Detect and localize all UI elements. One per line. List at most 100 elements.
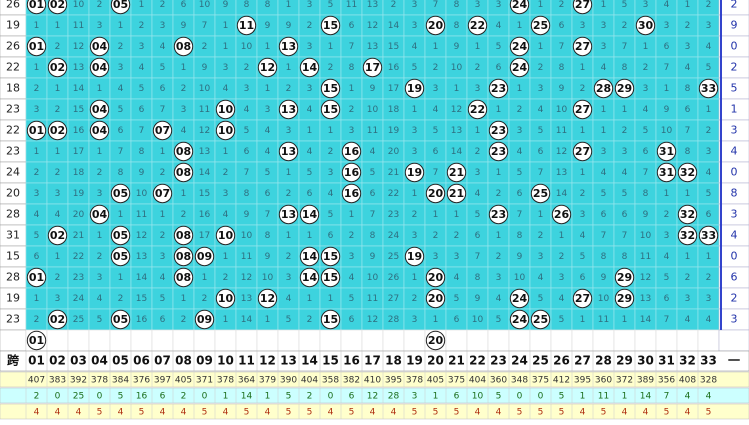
miss-count: 7 bbox=[265, 210, 271, 220]
ball bbox=[47, 0, 68, 15]
stat-value: 405 bbox=[175, 376, 192, 386]
ball bbox=[509, 288, 530, 309]
miss-count: 11 bbox=[640, 252, 651, 262]
miss-count: 3 bbox=[307, 0, 313, 10]
miss-count: 8 bbox=[244, 189, 250, 199]
stat-value: 12 bbox=[367, 392, 378, 402]
miss-count: 9 bbox=[559, 84, 565, 94]
stat-value: 360 bbox=[490, 376, 507, 386]
stat-value: 14 bbox=[241, 392, 253, 402]
miss-count: 15 bbox=[73, 105, 84, 115]
header-number: 30 bbox=[637, 354, 654, 368]
miss-count: 2 bbox=[118, 294, 124, 304]
stat-value: 4 bbox=[685, 392, 691, 402]
ball-number: 14 bbox=[302, 61, 318, 74]
ball bbox=[446, 162, 467, 183]
miss-count: 4 bbox=[307, 147, 313, 157]
miss-count: 1 bbox=[265, 42, 271, 52]
miss-count: 1 bbox=[454, 210, 460, 220]
miss-count: 2 bbox=[559, 0, 565, 10]
ball bbox=[215, 288, 236, 309]
miss-count: 5 bbox=[706, 63, 712, 73]
miss-count: 13 bbox=[241, 294, 252, 304]
row-label-cell bbox=[0, 329, 27, 352]
miss-count: 3 bbox=[664, 21, 670, 31]
miss-count: 15 bbox=[388, 42, 399, 52]
ball bbox=[320, 15, 341, 36]
stat-value: 28 bbox=[388, 392, 400, 402]
miss-count: 20 bbox=[73, 210, 85, 220]
ball-number: 27 bbox=[575, 145, 590, 158]
miss-count: 7 bbox=[433, 0, 439, 10]
header-number: 27 bbox=[574, 354, 591, 368]
miss-count: 2 bbox=[622, 21, 628, 31]
miss-count: 1 bbox=[307, 231, 313, 241]
miss-count: 2 bbox=[685, 21, 691, 31]
miss-count: 6 bbox=[370, 189, 376, 199]
miss-count: 1 bbox=[454, 84, 460, 94]
stat-value: 389 bbox=[637, 376, 654, 386]
ball-number: 07 bbox=[155, 124, 170, 137]
ball bbox=[593, 78, 614, 99]
miss-count: 5 bbox=[433, 126, 439, 136]
ball-number: 10 bbox=[218, 292, 234, 305]
miss-count: 4 bbox=[496, 294, 502, 304]
stat-value: 1 bbox=[622, 392, 628, 402]
miss-count: 4 bbox=[412, 42, 418, 52]
ball bbox=[425, 288, 446, 309]
stat-value: 5 bbox=[601, 408, 607, 418]
miss-count: 1 bbox=[97, 147, 103, 157]
miss-count: 2 bbox=[412, 210, 418, 220]
miss-count: 11 bbox=[367, 294, 378, 304]
stat-value: 0 bbox=[55, 392, 61, 402]
ball-number: 13 bbox=[281, 208, 296, 221]
stat-value: 5 bbox=[538, 408, 544, 418]
miss-count: 6 bbox=[160, 315, 166, 325]
miss-count: 12 bbox=[136, 231, 147, 241]
miss-count: 5 bbox=[370, 168, 376, 178]
miss-count: 1 bbox=[223, 42, 229, 52]
miss-count: 9 bbox=[643, 210, 649, 220]
cell bbox=[256, 329, 279, 352]
header-number: 31 bbox=[658, 354, 675, 368]
miss-count: 10 bbox=[472, 315, 484, 325]
miss-count: 5 bbox=[643, 126, 649, 136]
header-corner: 跨 bbox=[7, 354, 20, 368]
miss-count: 14 bbox=[136, 273, 148, 283]
miss-count: 3 bbox=[265, 105, 271, 115]
ball bbox=[173, 225, 194, 246]
miss-count: 4 bbox=[664, 252, 670, 262]
ball bbox=[677, 204, 698, 225]
ball-number: 15 bbox=[323, 250, 338, 263]
miss-count: 11 bbox=[598, 315, 609, 325]
header-number: 23 bbox=[490, 354, 507, 368]
miss-count: 8 bbox=[118, 168, 124, 178]
miss-count: 5 bbox=[601, 189, 607, 199]
miss-count: 3 bbox=[412, 0, 418, 10]
miss-count: 3 bbox=[538, 84, 544, 94]
miss-count: 1 bbox=[265, 84, 271, 94]
cell bbox=[151, 329, 174, 352]
ball-number: 02 bbox=[50, 124, 65, 137]
ball-number: 27 bbox=[575, 292, 590, 305]
miss-count: 7 bbox=[433, 168, 439, 178]
miss-count: 10 bbox=[199, 84, 211, 94]
miss-count: 28 bbox=[388, 315, 400, 325]
ball bbox=[572, 288, 593, 309]
miss-count: 3 bbox=[160, 21, 166, 31]
miss-count: 3 bbox=[601, 21, 607, 31]
miss-count: 8 bbox=[244, 0, 250, 10]
ball bbox=[404, 162, 425, 183]
ball bbox=[194, 309, 215, 330]
miss-count: 1 bbox=[307, 126, 313, 136]
ball bbox=[572, 36, 593, 57]
miss-count: 1 bbox=[118, 21, 124, 31]
ball-number: 27 bbox=[575, 103, 590, 116]
header-number: 29 bbox=[616, 354, 633, 368]
stat-value: 1 bbox=[433, 392, 439, 402]
stat-value: 11 bbox=[598, 392, 609, 402]
miss-count: 7 bbox=[139, 126, 145, 136]
miss-count: 3 bbox=[286, 273, 292, 283]
miss-count: 1 bbox=[34, 21, 40, 31]
ball bbox=[656, 141, 677, 162]
